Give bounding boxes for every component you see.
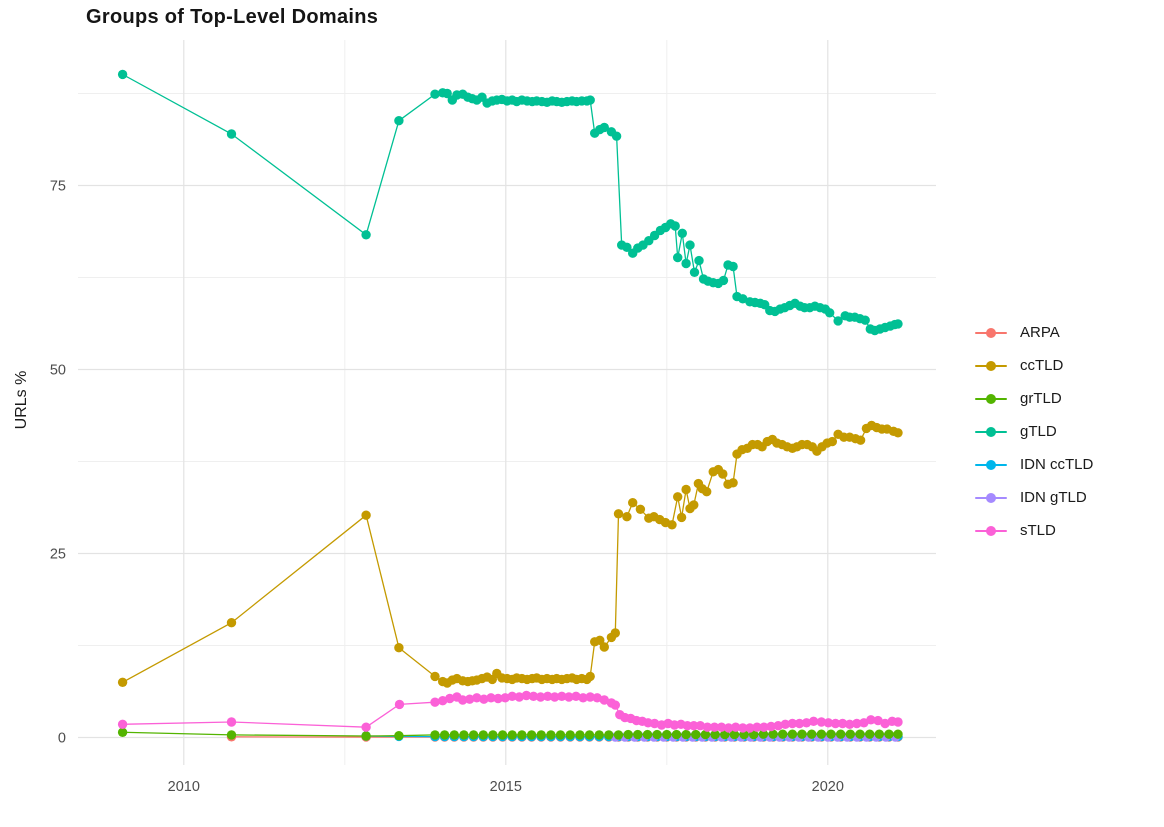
legend-item-cctld: ccTLD [975,349,1093,382]
legend-key-icon [975,392,1007,406]
legend-key-icon [975,326,1007,340]
legend-item-label: sTLD [1020,522,1056,539]
axis-tick-labels: 2010 2015 2020 0 25 50 75 [50,179,844,796]
legend-key-icon [975,524,1007,538]
x-tick-label: 2020 [812,779,844,795]
y-tick-label: 25 [50,547,66,563]
legend-item-label: ccTLD [1020,357,1064,374]
series-stld [117,690,903,733]
legend: ARPA ccTLD grTLD gTLD IDN ccTLD IDN gTLD sTLD [975,316,1093,547]
legend-item-idn-gtld: IDN gTLD [975,481,1093,514]
x-tick-label: 2010 [168,779,200,795]
legend-item-gtld: gTLD [975,415,1093,448]
legend-item-label: gTLD [1020,423,1057,440]
legend-item-arpa: ARPA [975,316,1093,349]
legend-item-label: IDN gTLD [1020,489,1087,506]
gridlines-minor [78,40,936,765]
y-tick-label: 0 [58,731,66,747]
series-line [122,424,899,684]
y-tick-label: 50 [50,363,66,379]
y-tick-label: 75 [50,179,66,195]
legend-item-grtld: grTLD [975,382,1093,415]
legend-item-label: IDN ccTLD [1020,456,1094,473]
gridlines-major [78,40,936,765]
legend-key-icon [975,425,1007,439]
chart-title: Groups of Top-Level Domains [86,6,379,28]
legend-key-icon [975,491,1007,505]
legend-item-label: ARPA [1020,324,1060,341]
x-tick-label: 2015 [490,779,522,795]
series-line [122,73,899,332]
series-cctld [117,420,903,688]
legend-key-icon [975,359,1007,373]
series-gtld [117,69,903,336]
series-grtld [117,727,903,741]
legend-key-icon [975,458,1007,472]
legend-item-idn-cctld: IDN ccTLD [975,448,1093,481]
legend-item-label: grTLD [1020,390,1062,407]
legend-item-stld: sTLD [975,514,1093,547]
